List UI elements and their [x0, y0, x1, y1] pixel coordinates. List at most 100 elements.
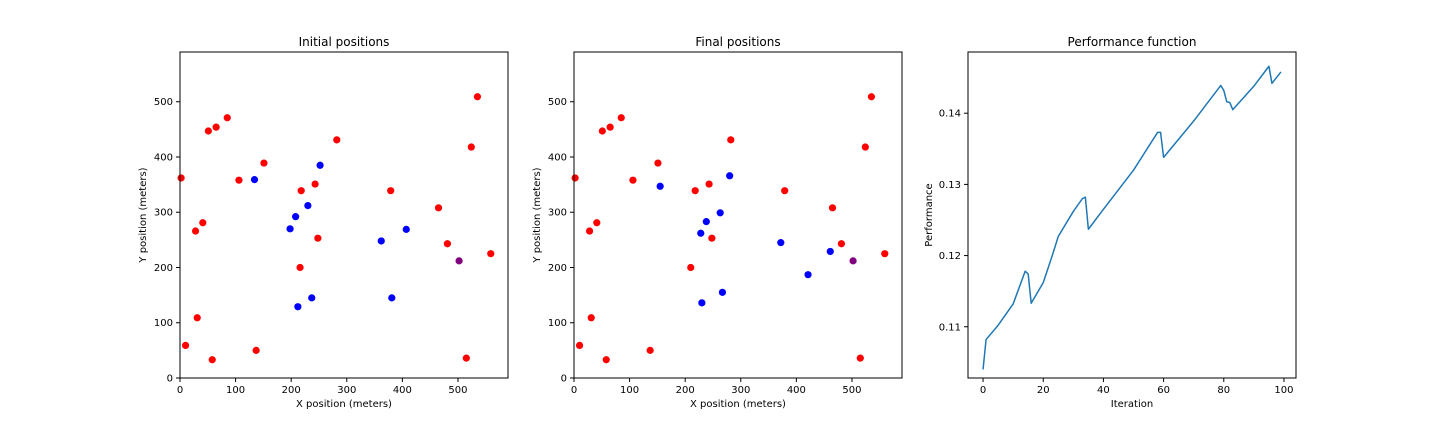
final-x-tick-label-3: 300: [731, 385, 750, 396]
final-y-tick-label-1: 100: [548, 318, 567, 329]
initial-point-s0-18: [434, 204, 443, 212]
initial-point-s0-1: [181, 341, 190, 349]
initial-point-s0-10: [252, 346, 260, 354]
initial-point-s1-3: [294, 303, 302, 311]
initial-chart-title: Initial positions: [299, 35, 390, 49]
performance-x-tick-label-1: 20: [1037, 385, 1050, 396]
initial-point-s1-5: [308, 294, 316, 302]
final-plot-frame: [573, 51, 903, 379]
initial-point-s1-7: [377, 237, 385, 245]
performance-y-tick-label-3: 0.14: [939, 109, 961, 120]
final-point-s1-1: [697, 229, 705, 237]
performance-chart-title: Performance function: [1068, 35, 1197, 49]
initial-point-s0-8: [223, 114, 231, 122]
initial-x-tick-label-2: 200: [282, 385, 301, 396]
initial-y-tick-label-2: 200: [154, 263, 173, 274]
initial-x-tick-label-1: 100: [226, 385, 245, 396]
final-point-s0-21: [861, 143, 869, 151]
initial-point-s0-13: [297, 187, 305, 195]
initial-point-s0-14: [311, 180, 319, 188]
initial-y-axis-label: Y position (meters): [138, 167, 149, 263]
initial-y-tick-label-1: 100: [154, 318, 173, 329]
initial-plot-frame: [179, 51, 509, 379]
final-x-tick-label-4: 400: [787, 385, 806, 396]
final-point-s0-4: [593, 219, 601, 227]
initial-point-s1-8: [388, 294, 396, 302]
final-point-s0-2: [585, 227, 594, 235]
initial-point-s1-0: [250, 176, 259, 184]
performance-series-line-0: [982, 65, 1282, 370]
final-point-s1-3: [698, 299, 706, 307]
final-point-s0-22: [867, 93, 876, 101]
initial-point-s1-2: [292, 213, 300, 221]
final-point-s0-17: [781, 187, 789, 195]
initial-point-s0-15: [314, 234, 322, 242]
performance-y-tick-label-2: 0.13: [939, 180, 961, 191]
initial-point-s0-2: [191, 227, 200, 235]
initial-point-s1-1: [286, 225, 294, 233]
initial-point-s1-9: [402, 225, 410, 233]
final-point-s1-8: [804, 271, 812, 279]
final-y-tick-label-4: 400: [548, 152, 567, 163]
performance-plot-frame: [967, 51, 1297, 379]
final-point-s0-7: [606, 123, 614, 131]
performance-y-axis-label: Performance: [924, 183, 935, 246]
initial-point-s0-6: [208, 356, 216, 364]
final-positions-chart: Final positions 0 100 200 300 400 500 0 100 200 30…: [532, 35, 903, 410]
initial-point-s0-5: [204, 127, 212, 135]
performance-x-tick-label-0: 0: [980, 385, 986, 396]
final-x-axis-label: X position (meters): [690, 399, 786, 410]
initial-point-s0-0: [177, 174, 185, 182]
final-point-s1-4: [716, 209, 724, 217]
final-point-s1-0: [656, 182, 664, 190]
performance-x-tick-label-4: 80: [1217, 385, 1230, 396]
final-point-s1-9: [826, 247, 834, 256]
initial-point-s0-11: [260, 159, 268, 167]
initial-point-s0-7: [212, 123, 220, 131]
final-point-s1-2: [702, 218, 710, 226]
final-point-s0-10: [646, 346, 654, 354]
final-y-tick-label-2: 200: [548, 263, 567, 274]
initial-x-tick-label-3: 300: [337, 385, 356, 396]
final-y-axis-label: Y position (meters): [532, 167, 543, 263]
final-point-s1-7: [777, 239, 785, 247]
initial-x-tick-label-0: 0: [177, 385, 183, 396]
final-point-s0-3: [587, 314, 595, 322]
final-point-s0-6: [602, 356, 610, 364]
initial-point-s1-4: [304, 202, 312, 210]
performance-x-tick-label-5: 100: [1274, 385, 1293, 396]
final-point-s0-18: [828, 204, 837, 212]
final-point-s0-23: [881, 250, 889, 258]
final-point-s1-5: [718, 288, 727, 296]
initial-point-s0-19: [443, 240, 452, 248]
initial-y-tick-label-3: 300: [154, 208, 173, 219]
final-y-tick-label-0: 0: [561, 374, 567, 385]
performance-y-tick-label-0: 0.11: [939, 322, 961, 333]
performance-x-tick-label-2: 40: [1097, 385, 1110, 396]
initial-point-s0-3: [193, 314, 201, 322]
final-point-s0-11: [654, 159, 662, 167]
final-x-tick-label-2: 200: [676, 385, 695, 396]
performance-x-tick-label-3: 60: [1157, 385, 1170, 396]
initial-point-s0-9: [235, 176, 243, 184]
initial-y-tick-label-0: 0: [167, 374, 173, 385]
final-point-s0-20: [856, 354, 864, 362]
final-point-s0-8: [617, 114, 625, 122]
final-point-s2-0: [849, 257, 857, 265]
final-point-s0-0: [571, 174, 579, 182]
final-point-s0-13: [691, 187, 699, 195]
final-point-s1-6: [726, 172, 734, 180]
initial-y-tick-label-5: 500: [154, 97, 173, 108]
initial-y-tick-label-4: 400: [154, 152, 173, 163]
initial-point-s0-17: [387, 187, 395, 195]
final-y-tick-label-5: 500: [548, 97, 567, 108]
initial-point-s0-4: [199, 219, 207, 227]
final-point-s0-19: [837, 240, 846, 248]
initial-positions-chart: Initial positions 0 100 200 300 400 500 0 100 200…: [138, 35, 509, 410]
performance-x-axis-label: Iteration: [1111, 399, 1153, 410]
final-point-s0-5: [598, 127, 606, 135]
final-point-s0-14: [705, 180, 713, 188]
initial-point-s0-20: [462, 354, 470, 362]
initial-x-tick-label-5: 500: [448, 385, 467, 396]
